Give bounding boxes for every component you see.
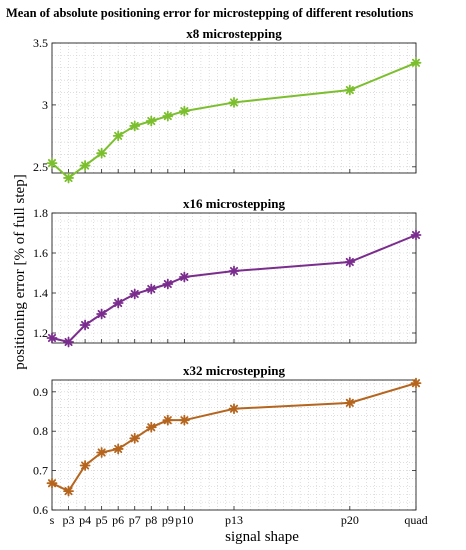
data-point bbox=[46, 477, 58, 489]
y-tick-label: 0.7 bbox=[33, 464, 48, 478]
y-tick-label: 2.5 bbox=[33, 160, 48, 174]
data-point bbox=[129, 288, 141, 300]
x-tick-label: p20 bbox=[341, 513, 359, 527]
x-tick-label: p6 bbox=[112, 513, 124, 527]
data-point bbox=[112, 130, 124, 142]
x-tick-label: p3 bbox=[63, 513, 75, 527]
data-point bbox=[63, 485, 74, 497]
series-line bbox=[51, 382, 417, 493]
data-point bbox=[162, 110, 174, 122]
data-point bbox=[96, 447, 108, 458]
data-point bbox=[344, 397, 356, 409]
data-point bbox=[410, 229, 422, 241]
y-tick-label: 0.8 bbox=[33, 424, 48, 438]
axes-frame bbox=[51, 212, 417, 344]
y-tick-label: 1.4 bbox=[33, 286, 48, 300]
data-point bbox=[162, 278, 174, 290]
data-point bbox=[79, 319, 91, 331]
data-point bbox=[410, 377, 422, 389]
data-point bbox=[129, 120, 141, 132]
panel-title: x8 microstepping bbox=[186, 26, 282, 41]
x-tick-label: p10 bbox=[175, 513, 193, 527]
data-point bbox=[129, 432, 141, 444]
data-point bbox=[46, 332, 58, 344]
y-tick-label: 0.6 bbox=[33, 503, 48, 517]
figure-title: Mean of absolute positioning error for m… bbox=[6, 6, 413, 20]
data-point bbox=[63, 336, 74, 348]
data-point bbox=[63, 172, 74, 184]
data-point bbox=[178, 414, 190, 426]
y-tick-label: 1.8 bbox=[33, 206, 48, 220]
chart-panel-2: 1.2 1.4 1.6 1.8 x16 microstepping bbox=[33, 196, 422, 348]
x-tick-label: p8 bbox=[145, 513, 157, 527]
y-tick-label: 0.9 bbox=[33, 385, 48, 399]
data-point bbox=[178, 105, 190, 117]
data-point bbox=[112, 297, 124, 309]
panel-title: x32 microstepping bbox=[183, 363, 285, 378]
y-axis-label: positioning error [% of full step] bbox=[12, 174, 28, 369]
data-point bbox=[410, 57, 422, 69]
y-tick-label: 3.5 bbox=[33, 36, 48, 50]
x-tick-label: quad bbox=[404, 513, 427, 527]
x-tick-label: p13 bbox=[225, 513, 243, 527]
data-point bbox=[344, 84, 356, 96]
data-point bbox=[162, 414, 174, 426]
data-point bbox=[145, 421, 157, 433]
chart-panel-3: 0.6 0.7 0.8 0.9 s p3 p4 p5 p6 p7 p8 p9 p10 p13 p20 quad… bbox=[33, 363, 428, 527]
data-point bbox=[344, 256, 356, 268]
x-tick-label: p9 bbox=[162, 513, 174, 527]
chart-panels: 2.5 3 3.5 x8 microstepping 1.2 1.4 1.6 1.8 x16 m… bbox=[33, 26, 428, 527]
x-tick-label: p4 bbox=[79, 513, 91, 527]
data-point bbox=[112, 443, 124, 455]
data-point bbox=[96, 308, 108, 320]
data-point bbox=[145, 283, 157, 295]
y-tick-label: 1.2 bbox=[33, 326, 48, 340]
y-tick-label: 3 bbox=[42, 98, 48, 112]
data-point bbox=[96, 147, 108, 159]
x-tick-label: p5 bbox=[96, 513, 108, 527]
data-point bbox=[79, 460, 91, 471]
chart-panel-1: 2.5 3 3.5 x8 microstepping bbox=[33, 26, 422, 184]
data-point bbox=[145, 115, 157, 127]
data-point bbox=[228, 265, 240, 277]
x-axis-label: signal shape bbox=[225, 529, 299, 545]
panel-title: x16 microstepping bbox=[183, 196, 285, 211]
x-tick-label: p7 bbox=[129, 513, 141, 527]
y-tick-label: 1.6 bbox=[33, 246, 48, 260]
data-point bbox=[46, 157, 58, 169]
data-point bbox=[228, 403, 240, 415]
data-point bbox=[79, 160, 91, 171]
x-tick-label: s bbox=[50, 513, 55, 527]
data-point bbox=[178, 271, 190, 283]
data-point bbox=[228, 97, 240, 108]
